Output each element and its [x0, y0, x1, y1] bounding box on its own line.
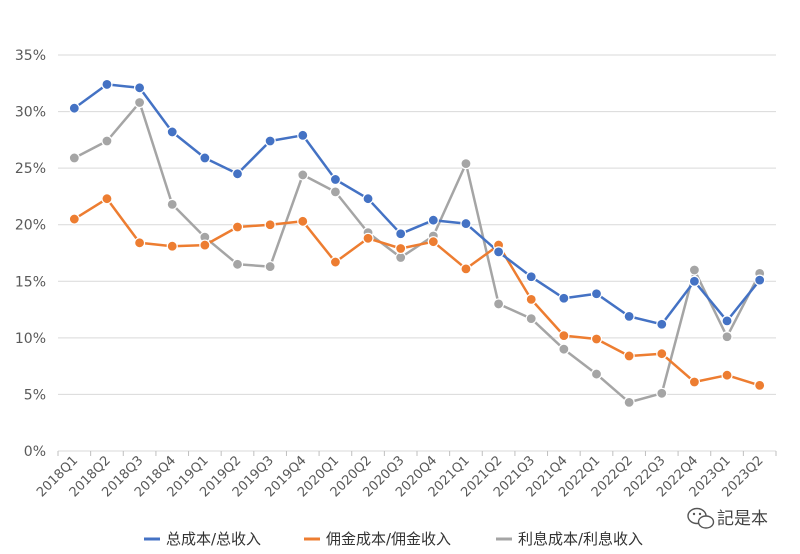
legend-label-commission: 佣金成本/佣金收入 — [326, 530, 451, 548]
series-2-point — [101, 135, 113, 147]
series-2-point — [231, 258, 244, 270]
series-1-point — [558, 329, 570, 342]
series-1-point — [590, 333, 603, 345]
series-1-point — [525, 293, 537, 305]
series-0-point — [590, 288, 603, 300]
series-1-point — [199, 239, 211, 251]
series-2-point — [460, 158, 472, 170]
series-0-point — [166, 126, 178, 138]
series-0-point — [427, 214, 439, 226]
y-tick-label: 30% — [15, 105, 46, 121]
series-0-point — [656, 318, 668, 330]
series-2-point — [590, 368, 603, 380]
series-1-point — [688, 376, 701, 388]
y-tick-label: 20% — [15, 218, 46, 234]
series-0-point — [623, 310, 635, 322]
series-2-point — [558, 343, 570, 355]
series-1-point — [231, 221, 244, 233]
series-0-point — [525, 271, 537, 283]
series-layer — [68, 78, 766, 408]
y-tick-label: 0% — [24, 444, 46, 460]
series-0-point — [264, 135, 276, 147]
series-2-point — [623, 396, 635, 408]
series-2-point — [688, 264, 701, 276]
series-1-point — [656, 348, 668, 360]
series-0-point — [68, 102, 80, 114]
series-2-point — [68, 152, 80, 164]
series-1-point — [101, 193, 113, 205]
series-0-point — [297, 129, 309, 141]
y-tick-label: 25% — [15, 161, 46, 177]
series-0-point — [231, 168, 244, 180]
y-tick-label: 35% — [15, 48, 46, 64]
gridlines — [58, 54, 776, 452]
series-2-point — [492, 298, 505, 310]
series-0-point — [754, 274, 766, 286]
series-1-point — [68, 213, 80, 225]
x-axis-ticks: 2018Q12018Q22018Q32018Q42019Q12019Q22019… — [34, 451, 777, 500]
series-0-point — [133, 82, 146, 94]
series-2-point — [133, 96, 146, 109]
series-1-point — [427, 236, 439, 248]
series-1-point — [297, 215, 309, 227]
series-1-point — [460, 263, 472, 275]
series-1-point — [754, 379, 766, 391]
series-0-point — [101, 78, 113, 91]
series-1-point — [166, 240, 178, 252]
y-axis-ticks: 0% 5% 10% 15% 20% 25% 30% 35% — [15, 48, 46, 460]
series-2-point — [721, 331, 733, 343]
legend-label-total: 总成本/总收入 — [166, 530, 261, 548]
series-1-point — [395, 242, 407, 255]
series-1-point — [721, 369, 733, 381]
watermark-text: 記是本 — [717, 509, 768, 529]
legend-label-interest: 利息成本/利息收入 — [518, 530, 643, 548]
series-2-point — [656, 387, 668, 399]
series-0-point — [329, 173, 342, 186]
series-1-point — [623, 350, 635, 362]
series-line-2 — [73, 101, 761, 404]
series-0-point — [199, 152, 211, 164]
series-2-point — [297, 169, 309, 181]
y-tick-label: 15% — [15, 274, 46, 290]
series-2-point — [264, 260, 276, 273]
y-tick-label: 5% — [24, 387, 46, 403]
series-1-point — [329, 256, 342, 268]
series-1-point — [133, 237, 146, 249]
wechat-icon — [687, 507, 715, 529]
series-line-1 — [73, 197, 761, 387]
series-0-point — [395, 228, 407, 240]
series-1-point — [362, 232, 374, 244]
series-2-point — [166, 198, 178, 210]
series-0-point — [721, 315, 733, 327]
series-0-point — [688, 275, 701, 287]
series-2-point — [525, 313, 537, 325]
y-tick-label: 10% — [15, 331, 46, 347]
series-0-point — [558, 292, 570, 304]
series-0-point — [460, 217, 472, 230]
series-line-0 — [73, 83, 761, 326]
series-1-point — [264, 219, 276, 231]
series-0-point — [492, 246, 505, 258]
series-2-point — [329, 186, 342, 198]
watermark: 記是本 — [687, 507, 768, 529]
series-0-point — [362, 193, 374, 205]
legend: 总成本/总收入 佣金成本/佣金收入 利息成本/利息收入 — [144, 530, 643, 548]
